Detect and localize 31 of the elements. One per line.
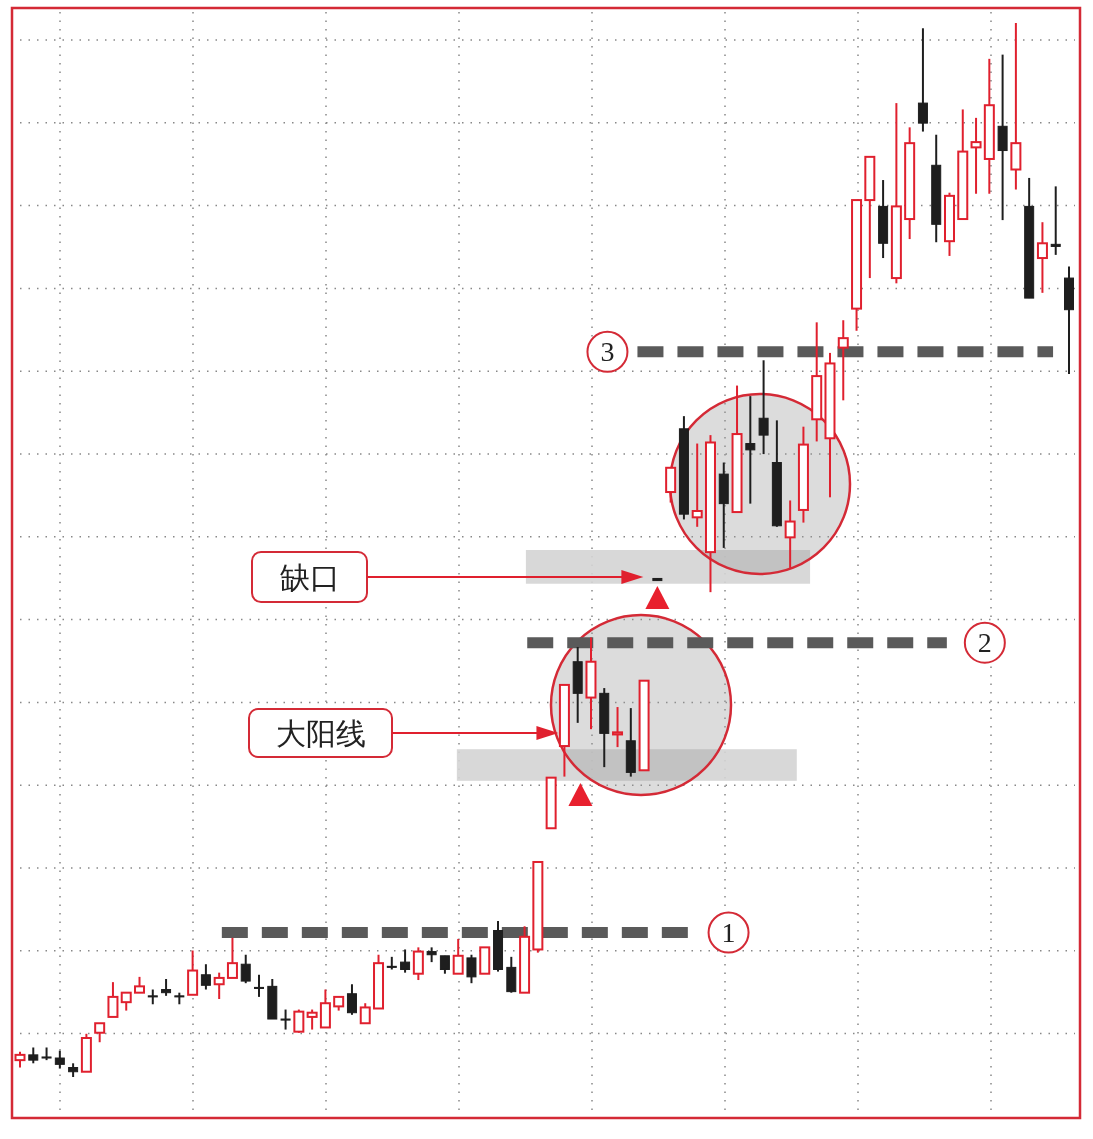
candlestick bbox=[466, 953, 477, 985]
candlestick bbox=[1036, 221, 1048, 294]
candlestick bbox=[1050, 185, 1061, 256]
candlestick bbox=[200, 963, 211, 991]
candlestick bbox=[837, 319, 849, 402]
candlestick bbox=[400, 948, 411, 974]
candlestick bbox=[359, 1002, 371, 1025]
candlestick bbox=[280, 1008, 291, 1031]
annotation: 缺口 bbox=[279, 561, 340, 594]
annotation: 1 bbox=[721, 916, 736, 948]
candlestick bbox=[346, 983, 357, 1016]
candlestick bbox=[784, 499, 796, 569]
candlestick bbox=[226, 936, 238, 979]
annotation: 3 bbox=[600, 335, 615, 367]
candlestick bbox=[758, 359, 769, 456]
candlestick bbox=[94, 1022, 106, 1044]
candlestick bbox=[306, 1008, 318, 1031]
annotation: 2 bbox=[977, 626, 992, 658]
annotation: 大阳线 bbox=[275, 717, 366, 750]
candlestick bbox=[213, 971, 225, 1000]
candlestick bbox=[612, 706, 624, 749]
candlestick bbox=[293, 1008, 305, 1034]
candlestick bbox=[240, 953, 251, 985]
candlestick bbox=[452, 937, 464, 975]
candlestick bbox=[254, 973, 265, 998]
candlestick bbox=[107, 981, 119, 1018]
candlestick bbox=[970, 116, 982, 195]
candlestick bbox=[745, 395, 756, 505]
candlestick bbox=[691, 442, 703, 528]
candlestick bbox=[412, 946, 424, 982]
candlestick bbox=[917, 27, 928, 133]
